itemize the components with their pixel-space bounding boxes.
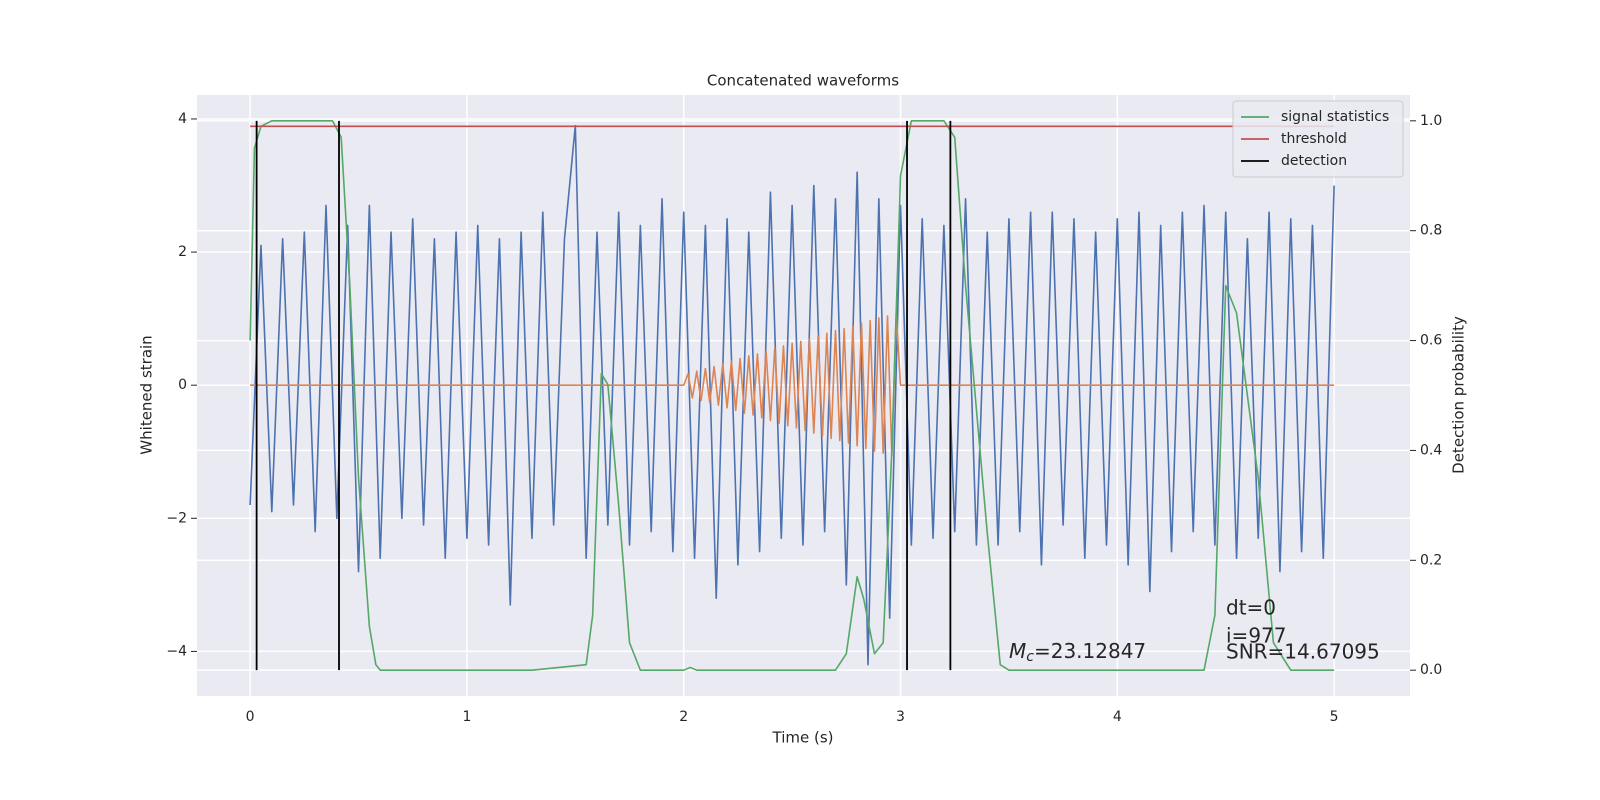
series-line — [250, 312, 1335, 457]
mc-subscript: c — [1026, 649, 1034, 665]
y2-tick-label: 1.0 — [1420, 113, 1442, 129]
y2-tick-label: 0.2 — [1420, 552, 1442, 568]
y-tick-label: 0 — [178, 377, 187, 393]
series-line — [249, 124, 1335, 666]
x-tick-label: 2 — [679, 709, 688, 725]
ticks: 0 1 2 3 4 5 −4 −2 0 2 4 0.0 0.2 0.4 0.6 0.8 1.0 — [166, 111, 1442, 725]
legend-label: detection — [1281, 153, 1347, 169]
y2-axis-label: Detection probability — [1450, 316, 1468, 474]
y-tick-label: 4 — [178, 111, 187, 127]
y2-tick-label: 0.8 — [1420, 223, 1442, 239]
annotation-i: i=977 — [1226, 624, 1287, 648]
annotation-dt: dt=0 — [1226, 596, 1276, 620]
mc-text: =23.12847 — [1034, 639, 1146, 663]
x-axis-label: Time (s) — [772, 729, 834, 747]
legend-box — [1232, 100, 1404, 178]
chart-title: Concatenated waveforms — [707, 72, 899, 90]
legend-label: threshold — [1281, 131, 1347, 147]
y-axis-label: Whitened strain — [138, 335, 156, 454]
x-tick-label: 5 — [1330, 709, 1339, 725]
legend-label: signal statistics — [1281, 109, 1389, 125]
y-tick-label: −2 — [166, 510, 187, 526]
x-tick-label: 4 — [1113, 709, 1122, 725]
x-tick-label: 0 — [246, 709, 255, 725]
mc-symbol: M — [1009, 639, 1026, 663]
y2-tick-label: 0.4 — [1420, 442, 1442, 458]
y-tick-label: −4 — [166, 643, 187, 659]
annotation-snr: SNR=14.67095 — [1226, 640, 1380, 664]
legend: signal statistics threshold detection — [1232, 100, 1404, 178]
y2-tick-label: 0.0 — [1420, 662, 1442, 678]
x-tick-label: 3 — [896, 709, 905, 725]
y-tick-label: 2 — [178, 244, 187, 260]
x-tick-label: 1 — [462, 709, 471, 725]
annotation-mc: Mc=23.12847 — [1009, 639, 1146, 666]
series-line — [249, 120, 1335, 671]
y2-tick-label: 0.6 — [1420, 333, 1442, 349]
marks — [249, 120, 1335, 671]
